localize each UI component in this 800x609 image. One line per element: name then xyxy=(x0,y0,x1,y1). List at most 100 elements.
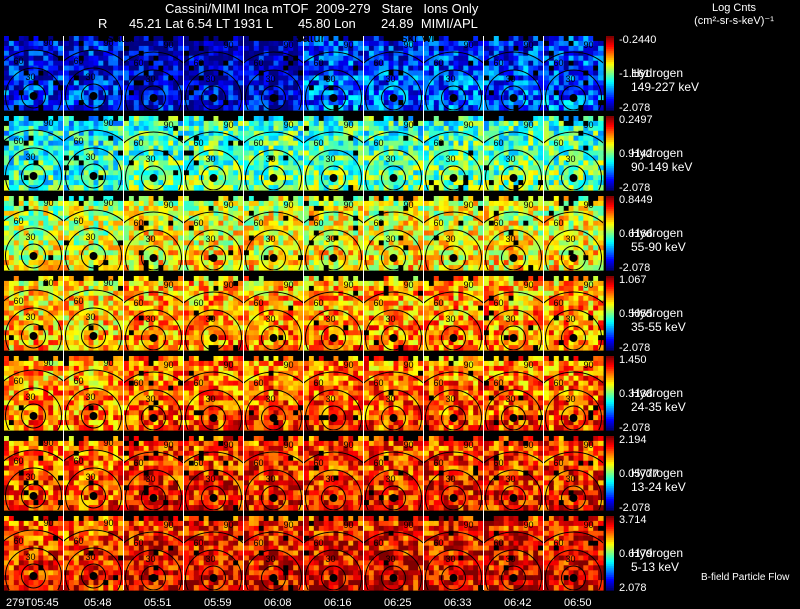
contour-label: 90 xyxy=(104,518,114,528)
contour-label: 90 xyxy=(464,440,474,450)
contour-label: 30 xyxy=(146,554,156,564)
flow-contours xyxy=(4,129,63,190)
flow-contours xyxy=(4,209,63,270)
contour-label: 90 xyxy=(224,280,234,290)
contour-label: 30 xyxy=(146,314,156,324)
contour-label: 90 xyxy=(164,120,174,130)
contour-label: 60 xyxy=(14,56,24,66)
flow-contours xyxy=(304,51,363,110)
energy-range-label: 5-13 keV xyxy=(631,560,680,574)
flow-contours xyxy=(484,51,543,110)
colorbar-units: Log Cnts (cm²-sr-s-keV)⁻¹ xyxy=(672,2,796,28)
contour-label: 90 xyxy=(284,40,294,50)
contour-label: 30 xyxy=(386,474,396,484)
contour-label: 30 xyxy=(386,74,396,84)
contour-label: 60 xyxy=(494,58,504,68)
colorbar-tick-label: -2.078 xyxy=(619,262,651,274)
flow-contours xyxy=(244,371,303,430)
flow-contours xyxy=(484,451,543,510)
contour-label: 30 xyxy=(206,154,216,164)
contour-label: 60 xyxy=(74,376,84,386)
contour-label: 60 xyxy=(194,218,204,228)
contour-label: 90 xyxy=(464,280,474,290)
contour-label: 30 xyxy=(506,154,516,164)
flow-contours xyxy=(544,131,603,190)
contour-label: 30 xyxy=(26,312,36,322)
flow-contours xyxy=(124,451,183,510)
contour-label: 60 xyxy=(194,58,204,68)
contour-label: 90 xyxy=(44,38,54,48)
flow-contours xyxy=(364,371,423,430)
flow-contours xyxy=(304,291,363,350)
contour-label: 90 xyxy=(524,200,534,210)
colorbar-tick-label: -0.2440 xyxy=(619,34,657,46)
contour-label: 90 xyxy=(104,438,114,448)
flow-contours xyxy=(544,291,603,350)
contour-label: 30 xyxy=(326,234,336,244)
colorbar xyxy=(606,36,614,111)
contour-label: 60 xyxy=(254,298,264,308)
contour-label: 90 xyxy=(584,280,594,290)
contour-label: 90 xyxy=(524,520,534,530)
energy-range-label: 13-24 keV xyxy=(631,480,686,494)
contour-label: 60 xyxy=(494,458,504,468)
flow-contours xyxy=(184,131,243,190)
contour-label: 60 xyxy=(374,538,384,548)
contour-label: 30 xyxy=(266,314,276,324)
contour-label: 30 xyxy=(506,394,516,404)
flow-contours xyxy=(124,371,183,430)
contour-label: 90 xyxy=(404,360,414,370)
contour-label: 90 xyxy=(404,200,414,210)
contour-label: 30 xyxy=(386,554,396,564)
contour-label: 30 xyxy=(506,234,516,244)
contour-label: 30 xyxy=(326,154,336,164)
contour-label: 90 xyxy=(524,40,534,50)
flow-contours xyxy=(424,291,483,350)
colorbar-tick-label: 2.078 xyxy=(619,582,647,594)
colorbar xyxy=(606,436,614,511)
flow-contours xyxy=(124,531,183,590)
contour-label: 90 xyxy=(344,360,354,370)
contour-label: 90 xyxy=(404,280,414,290)
contour-label: 90 xyxy=(524,280,534,290)
flow-contours xyxy=(544,211,603,270)
contour-label: 30 xyxy=(566,234,576,244)
contour-label: 90 xyxy=(284,520,294,530)
flow-contours xyxy=(124,291,183,350)
contour-label: 30 xyxy=(266,474,276,484)
time-tick-label: 05:48 xyxy=(84,597,112,609)
contour-label: 30 xyxy=(86,392,96,402)
contour-label: 90 xyxy=(404,40,414,50)
contour-label: 90 xyxy=(284,120,294,130)
flow-contours xyxy=(4,49,63,110)
contour-label: 60 xyxy=(254,378,264,388)
contour-label: 60 xyxy=(494,218,504,228)
contour-label: 30 xyxy=(146,74,156,84)
flow-contours xyxy=(4,369,63,430)
contour-label: 90 xyxy=(44,358,54,368)
flow-contours xyxy=(544,371,603,430)
colorbar-tick-label: 0.9142 xyxy=(619,148,653,160)
contour-label: 30 xyxy=(446,474,456,484)
contour-label: 90 xyxy=(524,120,534,130)
